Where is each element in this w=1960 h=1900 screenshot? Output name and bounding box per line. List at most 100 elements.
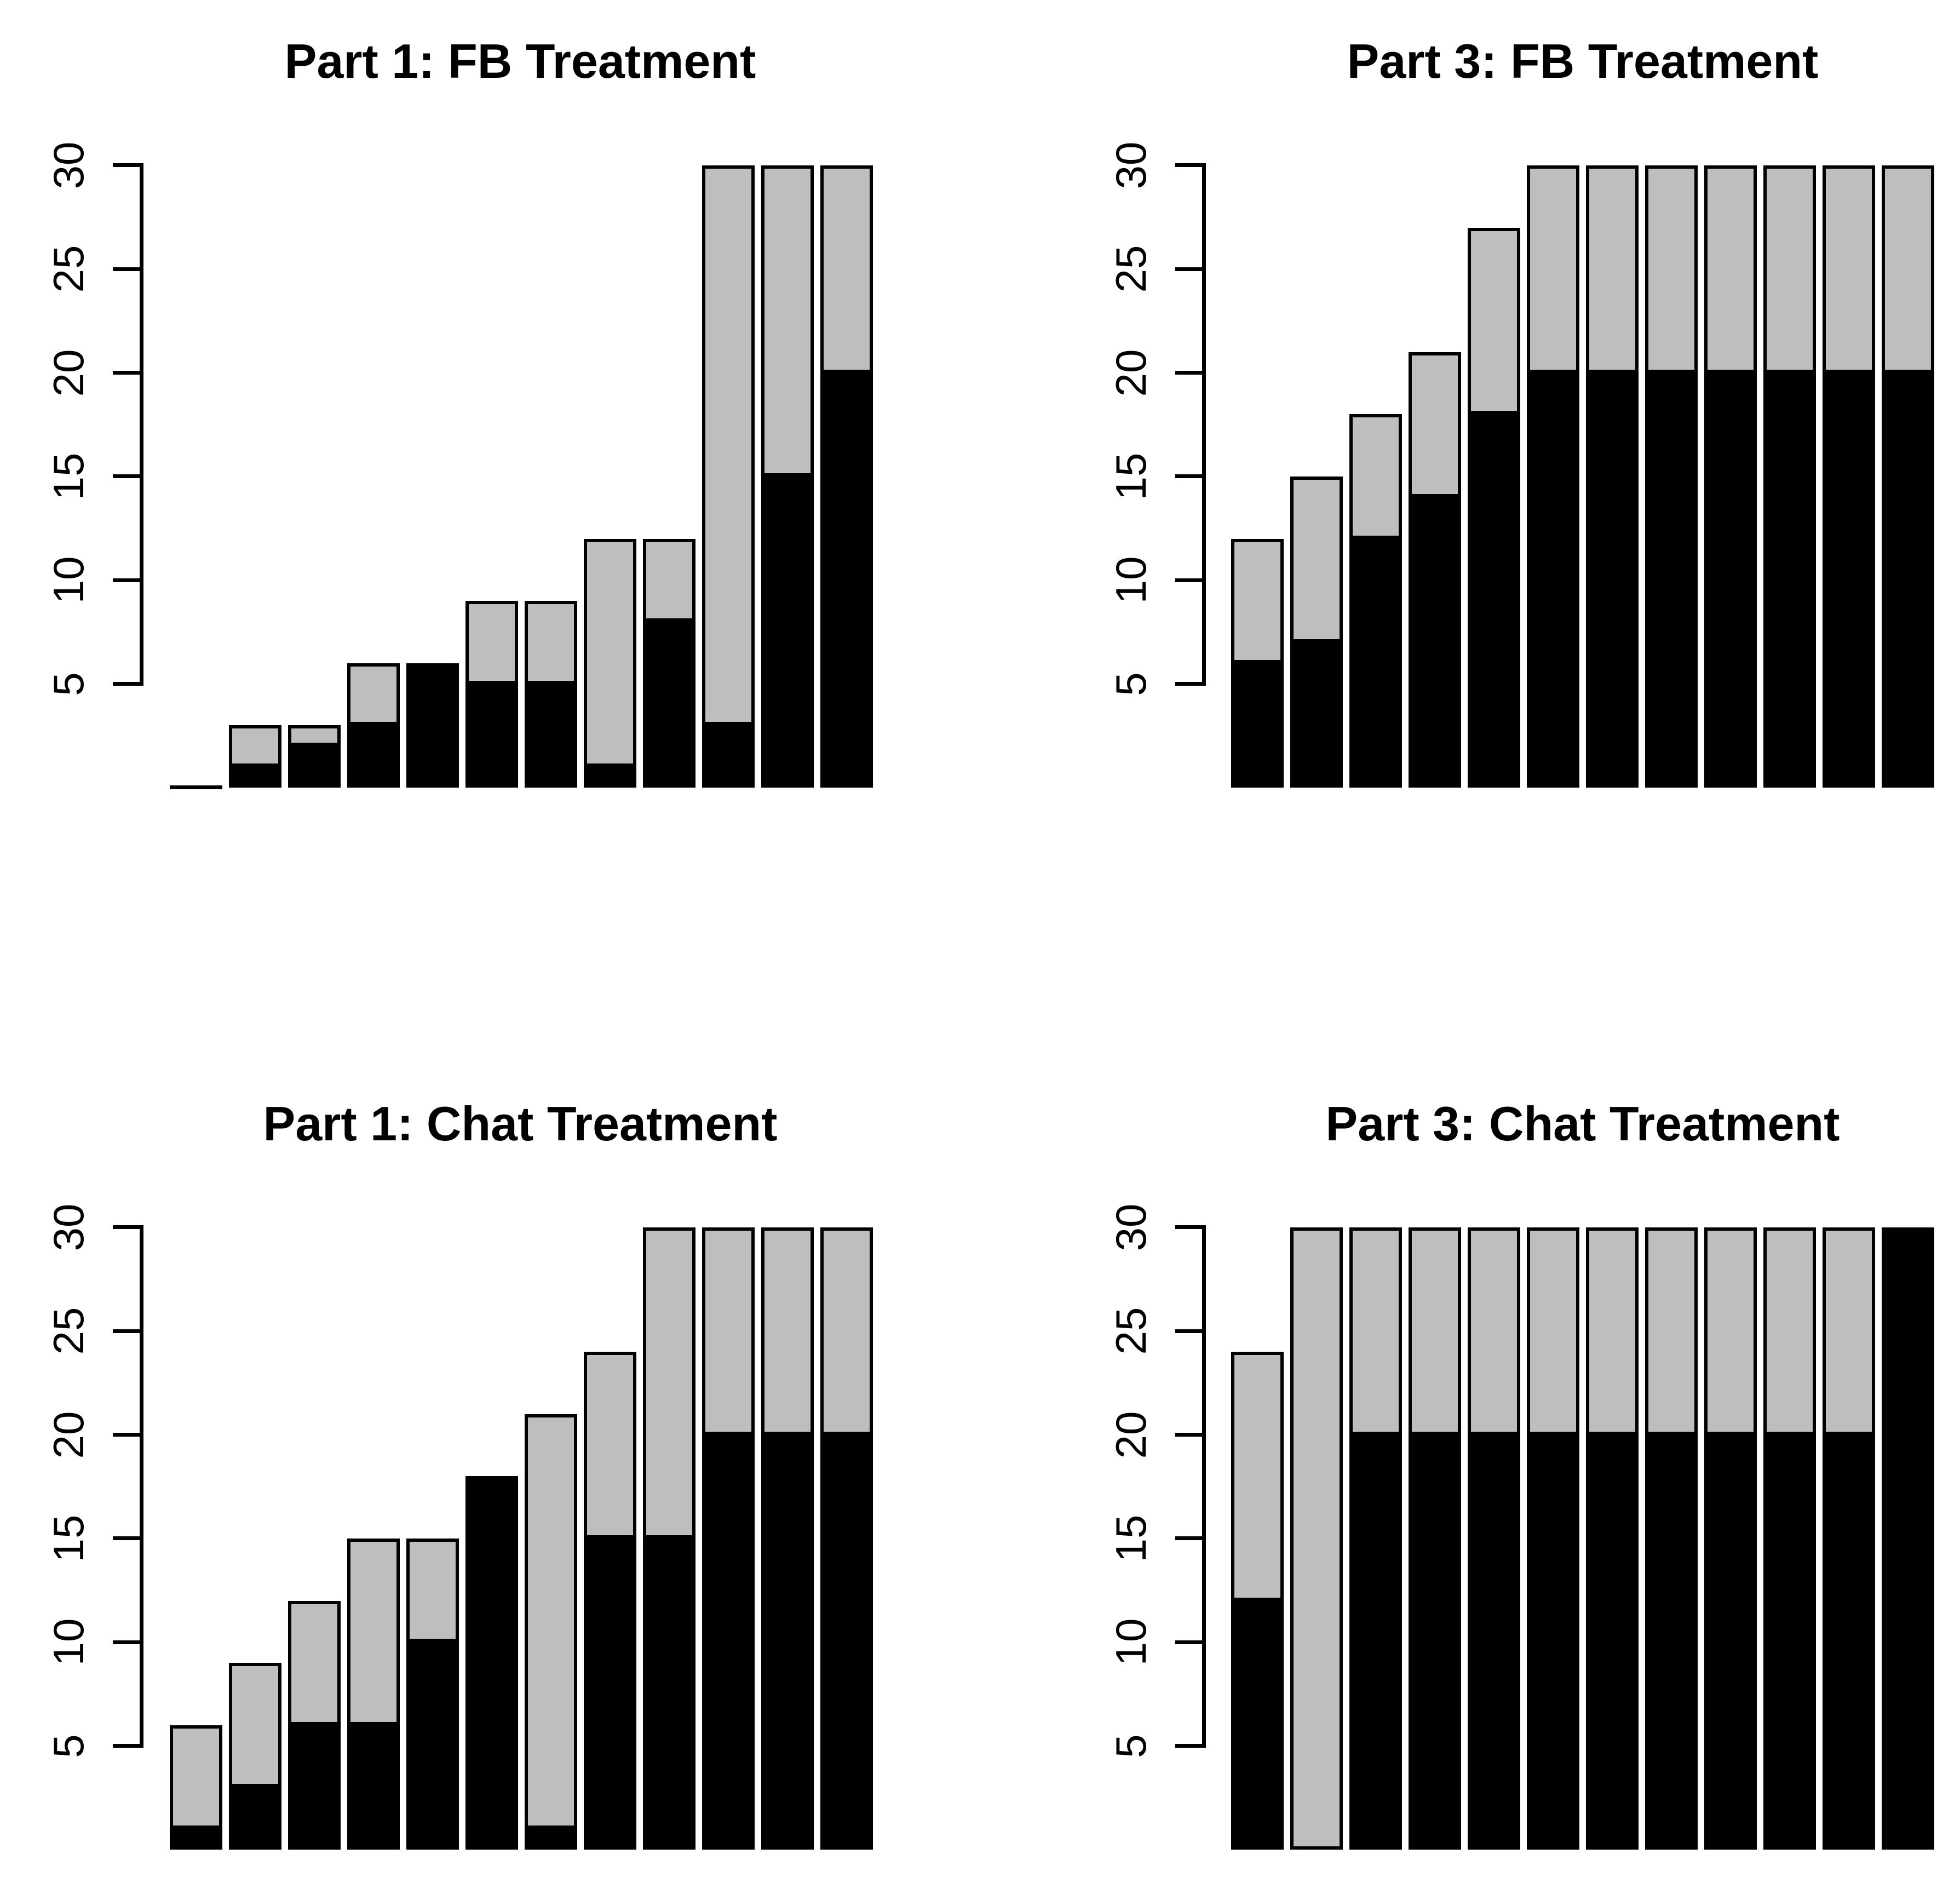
bar-gray-segment xyxy=(584,1352,636,1539)
bar-black-segment xyxy=(1349,538,1402,788)
bar-black-segment xyxy=(761,1434,814,1850)
bar-gray-segment xyxy=(820,1227,873,1435)
chart-title-part1-fb: Part 1: FB Treatment xyxy=(284,34,756,88)
bar-black-segment xyxy=(702,725,755,788)
bar-gray-segment xyxy=(288,725,341,747)
y-tick xyxy=(113,1640,140,1644)
bar-gray-segment xyxy=(1349,414,1402,539)
y-tick xyxy=(113,1225,140,1230)
bar-gray-segment xyxy=(1645,165,1698,373)
bar-gray-segment xyxy=(702,165,755,726)
bar-black-segment xyxy=(1290,642,1343,788)
bar-black-segment xyxy=(229,767,281,788)
bar-black-segment xyxy=(229,1787,281,1850)
bar-black-segment xyxy=(820,1434,873,1850)
bar-zero-height xyxy=(170,785,222,789)
y-tick-label: 30 xyxy=(1107,1203,1155,1252)
y-tick xyxy=(1175,1433,1202,1437)
bar-black-segment xyxy=(820,372,873,788)
y-axis-line xyxy=(140,1225,143,1748)
bar-black-segment xyxy=(584,767,636,788)
y-tick xyxy=(113,1433,140,1437)
bar-gray-segment xyxy=(1645,1227,1698,1435)
bar-black-segment xyxy=(525,684,577,788)
y-tick-label: 30 xyxy=(1107,141,1155,190)
y-tick-label: 5 xyxy=(1107,1733,1155,1758)
y-tick xyxy=(1175,267,1202,271)
bar-gray-segment xyxy=(1290,1227,1343,1850)
y-tick xyxy=(113,163,140,168)
bar-black-segment xyxy=(1409,1434,1461,1850)
bar-black-segment xyxy=(1763,372,1816,788)
y-axis-line xyxy=(1202,1225,1206,1748)
bar-black-segment xyxy=(1645,372,1698,788)
bar-gray-segment xyxy=(406,1538,459,1643)
y-tick xyxy=(1175,578,1202,582)
bar-gray-segment xyxy=(347,663,400,726)
chart-title-part1-chat: Part 1: Chat Treatment xyxy=(263,1097,778,1151)
bar-gray-segment xyxy=(1468,1227,1520,1435)
bar-gray-segment xyxy=(229,1663,281,1788)
y-tick xyxy=(1175,682,1202,686)
y-tick xyxy=(1175,1225,1202,1230)
bar-gray-segment xyxy=(1290,476,1343,642)
bar-black-segment xyxy=(170,1829,222,1850)
y-tick-label: 30 xyxy=(44,141,93,190)
y-tick-label: 30 xyxy=(44,1203,93,1252)
bar-black-segment xyxy=(1231,1600,1284,1850)
bar-black-segment xyxy=(1823,1434,1875,1850)
bar-gray-segment xyxy=(1231,538,1284,663)
y-tick xyxy=(113,1536,140,1541)
bar-gray-segment xyxy=(465,601,518,684)
bar-black-segment xyxy=(1704,1434,1757,1850)
y-tick-label: 10 xyxy=(1107,556,1155,604)
bar-black-segment xyxy=(1468,414,1520,788)
bar-black-segment xyxy=(1882,1227,1934,1850)
bar-gray-segment xyxy=(1527,165,1579,373)
y-tick xyxy=(113,267,140,271)
bar-gray-segment xyxy=(584,538,636,767)
bar-gray-segment xyxy=(761,165,814,477)
y-tick-label: 10 xyxy=(44,1618,93,1666)
bar-black-segment xyxy=(347,1725,400,1850)
bar-gray-segment xyxy=(643,538,696,622)
bar-black-segment xyxy=(1645,1434,1698,1850)
y-tick-label: 5 xyxy=(44,671,93,696)
y-tick-label: 25 xyxy=(44,1307,93,1355)
bar-black-segment xyxy=(288,746,341,788)
bar-black-segment xyxy=(1468,1434,1520,1850)
bar-black-segment xyxy=(1763,1434,1816,1850)
bar-gray-segment xyxy=(761,1227,814,1435)
y-tick-label: 15 xyxy=(44,452,93,501)
bar-black-segment xyxy=(1704,372,1757,788)
bar-black-segment xyxy=(584,1538,636,1850)
bar-gray-segment xyxy=(1823,1227,1875,1435)
chart-title-part3-fb: Part 3: FB Treatment xyxy=(1347,34,1819,88)
y-tick xyxy=(1175,1329,1202,1333)
y-tick xyxy=(113,1744,140,1748)
bar-gray-segment xyxy=(525,1414,577,1829)
bar-black-segment xyxy=(1586,372,1639,788)
bar-gray-segment xyxy=(1468,227,1520,415)
bar-gray-segment xyxy=(1409,352,1461,497)
bar-black-segment xyxy=(1586,1434,1639,1850)
bar-black-segment xyxy=(465,684,518,788)
bar-gray-segment xyxy=(1349,1227,1402,1435)
y-tick xyxy=(113,371,140,375)
bar-black-segment xyxy=(643,622,696,788)
bar-black-segment xyxy=(525,1829,577,1850)
bar-black-segment xyxy=(1882,372,1934,788)
bar-black-segment xyxy=(702,1434,755,1850)
y-tick xyxy=(1175,163,1202,168)
bar-gray-segment xyxy=(1586,1227,1639,1435)
bar-gray-segment xyxy=(170,1725,222,1829)
y-tick-label: 15 xyxy=(44,1514,93,1563)
y-tick-label: 20 xyxy=(44,1411,93,1459)
y-tick-label: 15 xyxy=(1107,1514,1155,1563)
y-tick xyxy=(1175,1536,1202,1541)
y-tick-label: 20 xyxy=(1107,1411,1155,1459)
bar-gray-segment xyxy=(1763,1227,1816,1435)
bar-black-segment xyxy=(1349,1434,1402,1850)
y-tick-label: 25 xyxy=(44,245,93,293)
